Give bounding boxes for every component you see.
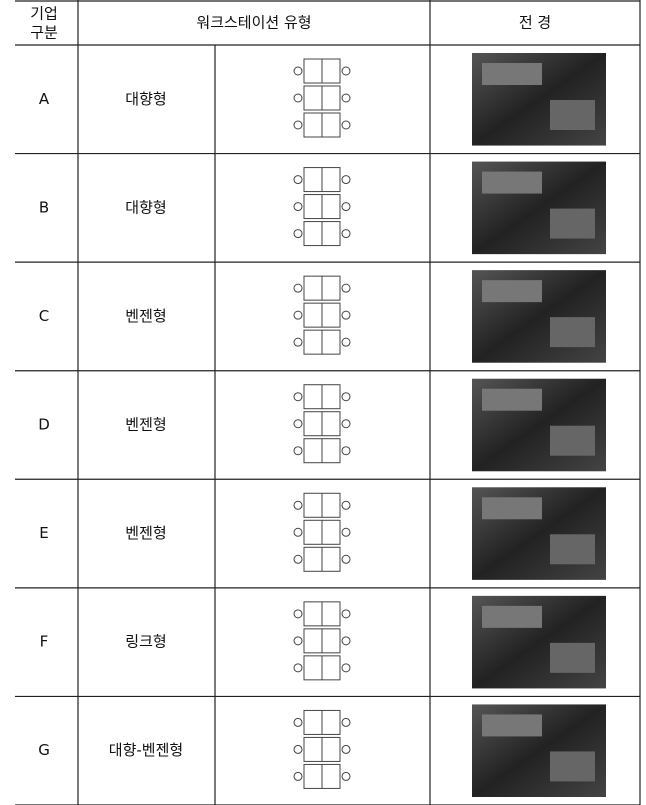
layout-sketch — [341, 93, 351, 103]
layout-sketch — [341, 283, 351, 293]
company-id: C — [39, 307, 49, 325]
photo — [482, 388, 542, 411]
layout-sketch — [341, 554, 351, 564]
layout-sketch — [341, 636, 351, 646]
layout-sketch — [341, 419, 351, 429]
layout-sketch — [293, 744, 303, 754]
photo — [482, 497, 542, 520]
photo — [550, 425, 595, 456]
layout-sketch — [341, 609, 351, 619]
layout-sketch — [341, 527, 351, 537]
layout-sketch — [293, 446, 303, 456]
header-type: 워크스테이션 유형 — [196, 14, 311, 32]
photo — [482, 605, 542, 628]
company-id: B — [39, 198, 49, 216]
layout-sketch — [341, 663, 351, 673]
layout-sketch — [293, 229, 303, 239]
workstation-type: 벤젠형 — [125, 307, 166, 325]
photo — [482, 63, 542, 85]
layout-sketch — [293, 609, 303, 619]
layout-sketch — [341, 717, 351, 727]
photo — [550, 317, 595, 348]
company-id: F — [40, 633, 49, 651]
layout-sketch — [293, 771, 303, 781]
layout-sketch — [293, 202, 303, 212]
layout-sketch — [293, 419, 303, 429]
photo — [550, 534, 595, 565]
company-id: D — [38, 416, 50, 434]
photo — [550, 751, 595, 782]
photo — [550, 642, 595, 673]
layout-sketch — [293, 527, 303, 537]
layout-sketch — [341, 202, 351, 212]
layout-sketch — [293, 392, 303, 402]
header-company: 기업 — [30, 5, 58, 23]
layout-sketch — [341, 310, 351, 320]
photo — [482, 280, 542, 303]
layout-sketch — [293, 66, 303, 76]
layout-sketch — [341, 175, 351, 185]
layout-sketch — [341, 229, 351, 239]
layout-sketch — [293, 636, 303, 646]
workstation-type: 대향형 — [125, 198, 166, 216]
header-company: 구분 — [30, 24, 58, 42]
layout-sketch — [293, 337, 303, 347]
photo — [482, 714, 542, 737]
company-id: A — [39, 90, 50, 108]
workstation-type: 링크형 — [125, 633, 166, 651]
layout-sketch — [293, 283, 303, 293]
layout-sketch — [293, 120, 303, 130]
layout-sketch — [341, 500, 351, 510]
layout-sketch — [293, 175, 303, 185]
workstation-type: 대향형 — [125, 90, 166, 108]
layout-sketch — [341, 120, 351, 130]
layout-sketch — [293, 310, 303, 320]
photo — [482, 171, 542, 194]
layout-sketch — [341, 392, 351, 402]
layout-sketch — [341, 66, 351, 76]
photo — [550, 208, 595, 239]
photo — [550, 100, 595, 130]
company-id: G — [38, 741, 50, 759]
layout-sketch — [293, 500, 303, 510]
header-view: 전 경 — [519, 14, 551, 32]
layout-sketch — [341, 771, 351, 781]
workstation-type: 벤젠형 — [125, 416, 166, 434]
layout-sketch — [293, 93, 303, 103]
layout-sketch — [293, 663, 303, 673]
layout-sketch — [341, 744, 351, 754]
layout-sketch — [341, 446, 351, 456]
layout-sketch — [293, 717, 303, 727]
layout-sketch — [341, 337, 351, 347]
workstation-type: 대향-벤젠형 — [109, 741, 183, 759]
layout-sketch — [293, 554, 303, 564]
workstation-type: 벤젠형 — [125, 524, 166, 542]
company-id: E — [39, 524, 48, 542]
